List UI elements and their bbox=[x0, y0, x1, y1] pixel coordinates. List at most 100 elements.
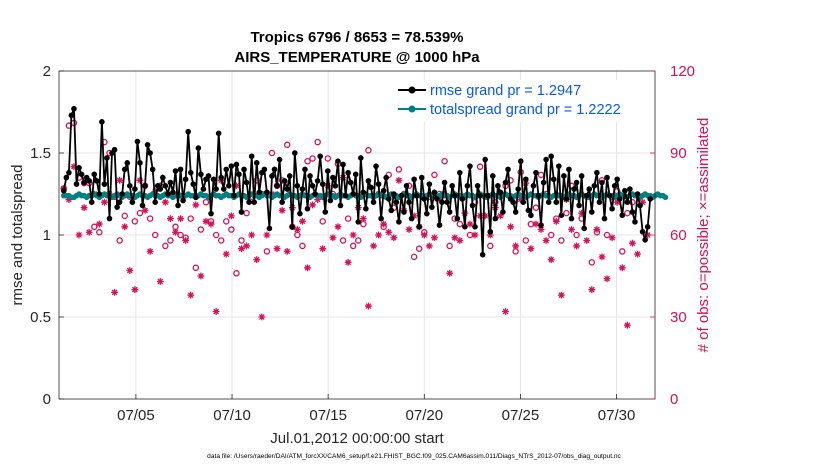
rmse-point bbox=[284, 186, 290, 192]
obs-assimilated-marker bbox=[161, 198, 169, 206]
obs-assimilated-marker bbox=[95, 220, 103, 228]
rmse-point bbox=[545, 199, 552, 205]
obs-assimilated-marker bbox=[319, 245, 327, 253]
x-axis: 07/05 07/10 07/15 07/20 07/25 07/30 bbox=[117, 394, 635, 424]
obs-assimilated-marker bbox=[578, 209, 586, 217]
rmse-point bbox=[637, 202, 643, 209]
rmse-point bbox=[639, 228, 646, 235]
rmse-point bbox=[469, 202, 476, 209]
obs-assimilated-marker bbox=[608, 234, 616, 242]
obs-assimilated-marker bbox=[172, 228, 179, 236]
rmse-point bbox=[482, 156, 488, 163]
obs-possible-marker bbox=[116, 237, 123, 244]
rmse-point bbox=[606, 192, 613, 199]
obs-assimilated-marker bbox=[111, 289, 118, 296]
rmse-point bbox=[86, 178, 92, 184]
rmse-point bbox=[152, 199, 158, 205]
obs-assimilated-marker bbox=[136, 176, 144, 184]
rmse-point bbox=[172, 168, 179, 174]
obs-possible-marker bbox=[233, 270, 240, 277]
obs-assimilated-marker bbox=[634, 250, 641, 258]
rmse-point bbox=[292, 150, 298, 156]
obs-possible-marker bbox=[228, 226, 235, 233]
rmse-point bbox=[187, 169, 194, 176]
obs-possible-marker bbox=[344, 215, 352, 222]
rmse-point bbox=[380, 187, 387, 194]
rmse-point bbox=[370, 199, 377, 205]
obs-assimilated-marker bbox=[583, 237, 591, 244]
rmse-point bbox=[406, 199, 412, 205]
rmse-point bbox=[449, 183, 455, 189]
rmse-point bbox=[502, 179, 509, 186]
rmse-point bbox=[61, 187, 67, 194]
obs-assimilated-marker bbox=[405, 226, 413, 233]
obs-assimilated-marker bbox=[568, 226, 575, 233]
rmse-point bbox=[543, 156, 549, 163]
rmse-point bbox=[322, 209, 329, 215]
rmse-point bbox=[429, 204, 435, 210]
obs-possible-marker bbox=[603, 231, 611, 239]
y-tick-left-label: 0 bbox=[43, 391, 51, 408]
rmse-point bbox=[586, 186, 593, 192]
rmse-point bbox=[363, 205, 369, 212]
rmse-point bbox=[634, 191, 641, 197]
rmse-point bbox=[619, 212, 626, 219]
rmse-point bbox=[157, 186, 164, 192]
obs-assimilated-marker bbox=[390, 234, 398, 242]
rmse-point bbox=[170, 189, 176, 196]
rmse-series bbox=[61, 105, 653, 258]
obs-assimilated-marker bbox=[410, 212, 418, 220]
rmse-point bbox=[149, 166, 156, 173]
rmse-point bbox=[350, 191, 356, 197]
obs-assimilated-marker bbox=[420, 231, 428, 239]
rmse-point bbox=[477, 192, 483, 199]
obs-possible-marker bbox=[146, 215, 154, 222]
chart-title-line1: Tropics 6796 / 8653 = 78.539% bbox=[250, 29, 463, 46]
rmse-point bbox=[411, 176, 417, 183]
rmse-point bbox=[616, 196, 623, 202]
rmse-point bbox=[210, 176, 217, 183]
rmse-point bbox=[91, 171, 98, 178]
obs-assimilated-marker bbox=[613, 198, 621, 206]
rmse-point bbox=[627, 186, 633, 192]
y-axis-right-label: # of obs: o=possible; ×=assimilated bbox=[695, 118, 712, 353]
obs-possible-marker bbox=[253, 177, 260, 184]
obs-possible-marker bbox=[441, 157, 448, 165]
obs-possible-marker bbox=[410, 253, 418, 261]
obs-possible-marker bbox=[151, 231, 159, 239]
rmse-point bbox=[581, 225, 587, 232]
rmse-point bbox=[550, 176, 557, 183]
x-tick-label: 07/20 bbox=[406, 407, 444, 424]
rmse-point bbox=[528, 212, 534, 219]
obs-assimilated-marker bbox=[380, 220, 388, 228]
rmse-point bbox=[462, 224, 468, 230]
rmse-point bbox=[566, 166, 572, 173]
rmse-point bbox=[492, 215, 499, 222]
obs-assimilated-marker bbox=[486, 231, 494, 239]
legend-background bbox=[395, 80, 650, 122]
rmse-point bbox=[165, 191, 171, 197]
rmse-point bbox=[553, 199, 560, 205]
rmse-point bbox=[200, 186, 207, 192]
rmse-point bbox=[121, 166, 128, 173]
rmse-point bbox=[337, 202, 344, 209]
rmse-point bbox=[467, 163, 473, 169]
obs-assimilated-marker bbox=[344, 258, 352, 266]
rmse-point bbox=[167, 179, 174, 186]
rmse-point bbox=[434, 196, 440, 202]
rmse-point bbox=[256, 189, 263, 196]
rmse-point bbox=[523, 176, 529, 183]
y-axis-left-label: rmse and totalspread bbox=[9, 165, 26, 306]
obs-assimilated-marker bbox=[238, 245, 245, 253]
obs-assimilated-marker bbox=[70, 163, 78, 171]
rmse-point bbox=[403, 183, 410, 189]
obs-possible-marker bbox=[167, 237, 174, 244]
rmse-point bbox=[347, 179, 354, 186]
rmse-point bbox=[368, 184, 374, 191]
rmse-point bbox=[246, 199, 252, 205]
rmse-point bbox=[281, 178, 288, 184]
obs-possible-marker bbox=[192, 264, 200, 272]
obs-assimilated-marker bbox=[146, 248, 154, 255]
obs-assimilated-marker bbox=[552, 217, 560, 225]
rmse-point bbox=[332, 183, 339, 189]
